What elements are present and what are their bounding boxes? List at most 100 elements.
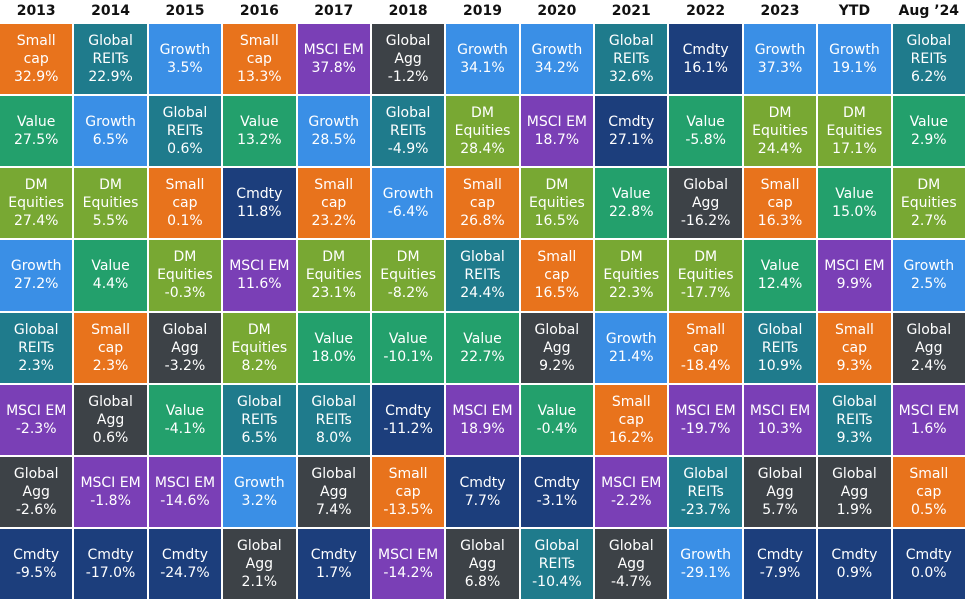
return-value: 7.7% [464,492,501,509]
return-value: 9.9% [836,276,873,293]
return-cell: Cmdty 11.8% [223,168,296,239]
return-value: -24.7% [160,564,210,581]
return-cell: DM Equities 17.1% [818,96,891,167]
asset-class: Small cap [314,177,354,212]
asset-class: Global Agg [832,465,877,500]
return-value: 19.1% [832,60,877,77]
return-value: 27.4% [13,213,59,230]
return-value: 5.7% [762,501,798,518]
asset-class: Small cap [834,321,874,356]
asset-class: DM Equities [8,177,65,212]
return-cell: Global Agg -3.2% [148,312,222,383]
asset-class: Growth [159,42,211,59]
year-header: 2019 [463,3,502,19]
asset-class: Cmdty [682,42,729,59]
asset-class: Global Agg [757,465,803,500]
return-cell: DM Equities 27.4% [0,168,73,239]
asset-class: Global REITs [385,105,431,140]
return-value: 9.2% [539,357,575,374]
return-value: -9.5% [15,564,57,581]
return-value: -0.4% [536,420,578,437]
asset-class: Global REITs [906,33,952,68]
asset-class: Small cap [239,33,279,68]
asset-class: Global REITs [534,537,580,572]
asset-class: DM Equities [157,249,213,284]
return-cell: Value -0.4% [520,384,594,455]
return-value: -23.7% [680,501,731,518]
return-cell: Global Agg 2.4% [892,312,965,383]
asset-class: DM Equities [826,105,883,140]
asset-class: DM Equities [380,249,436,284]
return-value: 5.5% [92,213,129,230]
return-cell: MSCI EM 18.7% [520,96,594,167]
asset-class: MSCI EM [526,114,587,131]
asset-class: Global REITs [88,33,133,68]
return-value: 22.3% [609,285,654,302]
return-cell: DM Equities -0.3% [148,240,222,311]
return-value: 9.3% [836,357,873,374]
asset-class: Small cap [909,465,949,500]
asset-class: MSCI EM [452,402,513,419]
asset-class: Cmdty [161,546,208,563]
return-value: 2.3% [18,357,54,374]
return-value: 18.7% [534,132,580,149]
return-cell: Global REITs 10.9% [743,312,817,383]
asset-class: MSCI EM [601,474,662,491]
asset-class: Global Agg [237,537,282,572]
asset-class: Global Agg [460,537,505,572]
return-value: -5.8% [685,132,726,149]
return-cell: Small cap 13.3% [223,24,296,95]
asset-class: Cmdty [608,114,655,131]
asset-class: Value [537,402,577,419]
return-value: 0.0% [911,564,947,581]
asset-class: Small cap [463,177,502,212]
asset-class: MSCI EM [675,402,736,419]
return-cell: Growth 21.4% [595,312,668,383]
return-cell: Global REITs -4.9% [371,96,445,167]
year-header: 2013 [16,3,56,19]
return-value: 16.5% [534,285,580,302]
asset-class: Global Agg [13,465,59,500]
return-value: -29.1% [680,564,731,581]
asset-class: Small cap [388,465,428,500]
return-value: 2.3% [92,357,129,374]
return-value: 10.9% [757,357,803,374]
return-value: 2.5% [911,276,947,293]
return-cell: MSCI EM 18.9% [446,384,519,455]
asset-class: Global Agg [608,537,654,572]
return-value: 34.1% [460,60,505,77]
return-value: -3.1% [536,492,578,509]
return-cell: Global REITs 2.3% [0,312,73,383]
return-cell: Cmdty -7.9% [743,528,817,599]
asset-class: Growth [903,258,955,275]
return-cell: Growth 19.1% [818,24,891,95]
asset-class: Small cap [165,177,205,212]
return-cell: Small cap 2.3% [74,312,147,383]
return-value: 9.3% [836,429,873,446]
asset-class: DM Equities [82,177,139,212]
year-header: Aug ’24 [898,3,960,19]
return-value: 24.4% [757,141,803,158]
asset-class: Cmdty [831,546,878,563]
return-cell: Value 27.5% [0,96,73,167]
return-cell: Cmdty -24.7% [148,528,222,599]
return-value: 0.6% [167,141,203,158]
asset-class: Value [240,114,279,131]
return-value: -3.2% [164,357,206,374]
return-value: -16.2% [680,213,731,230]
year-header: 2021 [611,3,651,19]
asset-class: Global REITs [683,465,728,500]
asset-class: DM Equities [603,249,660,284]
asset-class: MSCI EM [229,258,290,275]
return-value: 7.4% [315,501,352,518]
return-cell: Growth 27.2% [0,240,73,311]
return-cell: Small cap 16.5% [520,240,594,311]
asset-class: Global REITs [162,105,208,140]
return-cell: Small cap 9.3% [818,312,891,383]
return-value: 8.0% [315,429,352,446]
asset-class: Global REITs [608,33,654,68]
asset-class: Global REITs [311,393,357,428]
return-value: 37.3% [757,60,803,77]
return-cell: DM Equities 16.5% [520,168,594,239]
